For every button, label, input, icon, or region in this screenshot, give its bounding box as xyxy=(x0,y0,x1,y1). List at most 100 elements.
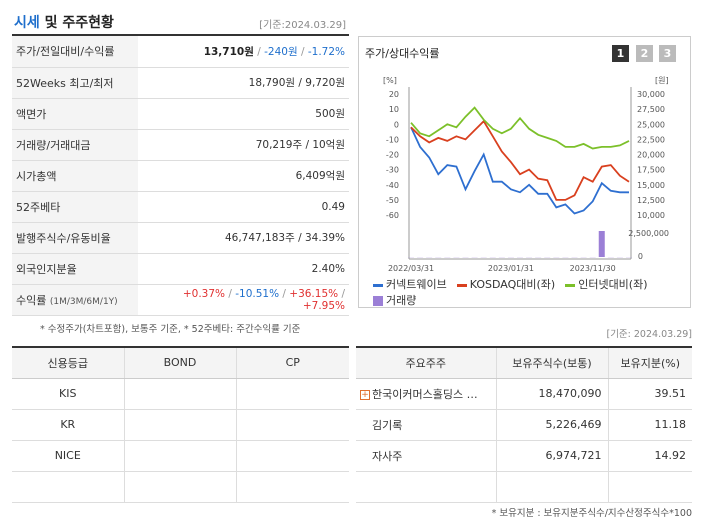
volume-bar xyxy=(408,257,414,258)
rate-value: -1.72% xyxy=(307,45,345,58)
holder-shares: 18,470,090 xyxy=(495,378,608,410)
price-chart: [%] [원] 20 10 0 -10 -20 -30 -40 -50 -60 30,000 27,50… xyxy=(383,76,669,273)
table-row: 외국인지분율 2.40% xyxy=(12,253,349,285)
holder-pct: 14.92 xyxy=(607,440,692,472)
return-6m: +36.15% xyxy=(289,287,339,300)
left-tick-label: 0 xyxy=(394,120,399,129)
right-tick-label: 12,500 xyxy=(637,196,665,205)
returns-period-label: (1M/3M/6M/1Y) xyxy=(49,296,118,307)
table-row: 52Weeks 최고/최저 18,790원 / 9,720원 xyxy=(12,67,349,99)
table-row: 시가총액 6,409억원 xyxy=(12,160,349,192)
volume-bar xyxy=(562,257,569,258)
return-1m: +0.37% xyxy=(182,287,225,300)
table-row xyxy=(12,471,349,503)
chart-page-1-button[interactable]: 1 xyxy=(612,45,629,62)
volume-bar xyxy=(498,257,505,258)
right-tick-label: 30,000 xyxy=(637,90,665,99)
volume-bar xyxy=(544,257,551,258)
right-tick-label: 25,000 xyxy=(637,120,665,129)
left-tick-label: 10 xyxy=(389,105,399,114)
chart-page-2-button[interactable]: 2 xyxy=(636,45,653,62)
volume-bar xyxy=(453,257,460,258)
section-title-rest: 및 주주현황 xyxy=(39,15,114,31)
expand-icon[interactable]: + xyxy=(360,389,370,400)
right-axis-unit: [원] xyxy=(655,76,669,85)
section-title: 시세 및 주주현황 xyxy=(14,12,114,32)
holder-footnote: * 보유지분 : 보유지분주식수/지수산정주식수*100 xyxy=(491,508,692,519)
left-axis-unit: [%] xyxy=(383,76,397,85)
table-cell xyxy=(235,409,349,441)
legend-item[interactable]: 인터넷대비(좌) xyxy=(565,277,648,293)
row-label: 시가총액 xyxy=(12,160,138,192)
legend-item[interactable]: KOSDAQ대비(좌) xyxy=(456,277,555,293)
column-header: CP xyxy=(235,346,349,379)
volume-bar xyxy=(598,231,605,257)
row-value: 18,790원 / 9,720원 xyxy=(138,67,349,99)
legend-label: 인터넷대비(좌) xyxy=(578,278,648,291)
table-header-row: 신용등급 BOND CP xyxy=(12,346,349,379)
legend-swatch xyxy=(373,296,383,306)
header-divider xyxy=(12,34,349,36)
left-tick-label: -50 xyxy=(386,196,399,205)
row-label: 52주베타 xyxy=(12,191,138,223)
volume-bar xyxy=(616,257,623,258)
x-tick-label: 2023/11/30 xyxy=(570,264,616,273)
column-header: 보유주식수(보통) xyxy=(495,346,608,379)
legend-item[interactable]: 거래량 xyxy=(373,293,416,309)
volume-bar xyxy=(444,257,451,258)
as-of-date: [기준:2024.03.29] xyxy=(259,20,346,31)
table-cell: KR xyxy=(12,409,124,441)
right-tick-label: 10,000 xyxy=(637,211,665,220)
row-value: 500원 xyxy=(138,98,349,130)
table-row: KIS xyxy=(12,378,349,410)
x-tick-label: 2023/01/31 xyxy=(488,264,534,273)
legend-swatch xyxy=(373,283,383,287)
table-row: KR xyxy=(12,409,349,441)
row-label: 수익률 (1M/3M/6M/1Y) xyxy=(12,284,138,316)
row-value: 70,219주 / 10억원 xyxy=(138,129,349,161)
row-label: 외국인지분율 xyxy=(12,253,138,285)
holder-name[interactable]: 한국이커머스홀딩스 … xyxy=(372,387,478,401)
table-row: 52주베타 0.49 xyxy=(12,191,349,223)
legend-label: 거래량 xyxy=(386,294,417,307)
volume-bar xyxy=(553,257,560,258)
series-line xyxy=(410,119,630,201)
table-cell xyxy=(123,409,236,441)
legend-swatch xyxy=(456,283,467,287)
chart-panel: 주가/상대수익률 1 2 3 [%] [원] 20 10 0 -10 -20 -30 -40 -5… xyxy=(358,36,691,308)
table-cell xyxy=(235,471,349,503)
volume-bar xyxy=(589,257,596,258)
volume-tick-label: 2,500,000 xyxy=(628,229,669,238)
chart-title: 주가/상대수익률 xyxy=(365,47,440,60)
x-tick-label: 2022/03/31 xyxy=(388,264,434,273)
row-value: +0.37% / -10.51% / +36.15% / +7.95% xyxy=(138,284,349,316)
volume-bar xyxy=(435,257,442,258)
table-row: 수익률 (1M/3M/6M/1Y) +0.37% / -10.51% / +36… xyxy=(12,284,349,316)
volume-bar xyxy=(517,257,523,258)
quote-table: 주가/전일대비/수익률 13,710원 / -240원 / -1.72% 52W… xyxy=(12,36,349,316)
volume-bar xyxy=(526,257,533,258)
row-value: 2.40% xyxy=(138,253,349,285)
major-shareholders-table: 주요주주 보유주식수(보통) 보유지분(%) + 한국이커머스홀딩스 … 18,4… xyxy=(356,346,692,503)
table-row: + 한국이커머스홀딩스 … 18,470,090 39.51 xyxy=(356,378,692,410)
right-tick-label: 20,000 xyxy=(637,151,665,160)
holder-shares: 6,974,721 xyxy=(495,440,608,472)
credit-rating-table: 신용등급 BOND CP KIS KR NICE xyxy=(12,346,349,503)
table-cell xyxy=(235,440,349,472)
holder-pct xyxy=(607,471,692,503)
chart-page-3-button[interactable]: 3 xyxy=(659,45,676,62)
series-line xyxy=(410,126,629,215)
table-cell xyxy=(235,378,349,410)
row-value: 0.49 xyxy=(138,191,349,223)
quote-footnote: * 수정주가(차트포함), 보통주 기준, * 52주베타: 주간수익률 기준 xyxy=(40,324,301,335)
legend-item[interactable]: 커넥트웨이브 xyxy=(373,277,447,293)
table-row: 주가/전일대비/수익률 13,710원 / -240원 / -1.72% xyxy=(12,36,349,68)
left-tick-label: -20 xyxy=(386,151,399,160)
table-cell: KIS xyxy=(12,378,124,410)
table-header-row: 주요주주 보유주식수(보통) 보유지분(%) xyxy=(356,346,692,379)
volume-bar xyxy=(426,257,433,258)
left-tick-label: -10 xyxy=(386,135,399,144)
return-3m: -10.51% xyxy=(235,287,280,300)
row-label: 52Weeks 최고/최저 xyxy=(12,67,138,99)
table-row: 김기록 5,226,469 11.18 xyxy=(356,409,692,441)
